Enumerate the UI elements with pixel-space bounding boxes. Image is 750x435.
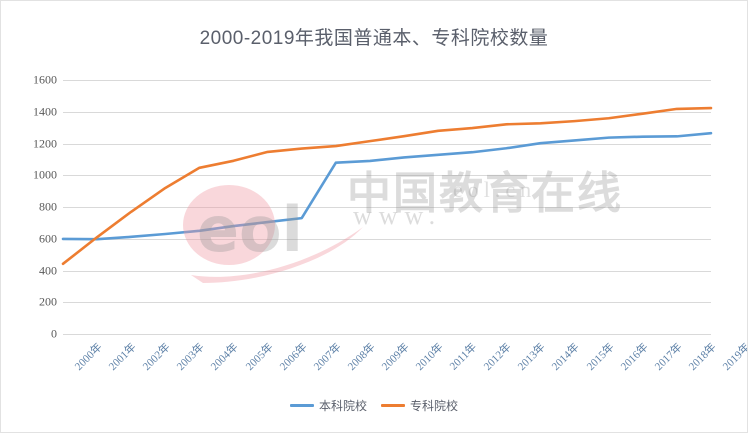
x-tick-label: 2000年 [72,341,105,373]
x-tick-label: 2006年 [277,341,310,373]
x-tick-label: 2011年 [447,341,480,373]
x-tick-label: 2002年 [140,341,173,373]
y-tick-label: 400 [39,263,57,277]
chart-legend: 本科院校 专科院校 [1,397,747,414]
x-tick-label: 2005年 [243,341,276,373]
y-tick-label: 600 [39,231,57,246]
x-tick-label: 2008年 [345,341,378,373]
x-tick-label: 2010年 [413,341,446,373]
legend-item[interactable]: 本科院校 [289,397,367,414]
x-axis: 2000年 2001年 2002年 2003年 2004年 2005年 2006年 2007年… [63,337,747,399]
gridline [63,80,711,81]
x-tick-label: 2017年 [652,341,685,373]
x-tick-label: 2012年 [482,341,514,373]
x-tick-label: 2018年 [686,341,719,373]
legend-swatch [289,404,314,407]
gridline [63,207,711,208]
legend-label: 本科院校 [318,399,367,413]
legend-label: 专科院校 [410,399,459,413]
y-tick-label: 1000 [33,167,57,182]
gridline [63,238,711,240]
x-tick-label: 2004年 [209,341,242,373]
gridline [63,175,711,177]
series-line [61,106,713,266]
y-tick-label: 0 [51,326,57,341]
x-tick-label: 2016年 [618,341,651,373]
gridline [63,334,711,335]
legend-swatch [381,404,405,407]
legend-item[interactable]: 专科院校 [381,397,458,414]
y-tick-label: 800 [39,199,57,214]
x-tick-label: 2019年 [720,341,748,373]
gridline [63,111,711,113]
series-line [61,131,713,241]
gridline [63,302,711,304]
y-tick-label: 1200 [33,136,57,150]
chart-title: 2000-2019年我国普通本、专科院校数量 [199,28,549,49]
series-svg [61,106,713,266]
y-tick-label: 1600 [33,72,57,87]
x-tick-label: 2007年 [311,341,344,373]
x-tick-label: 2009年 [379,341,412,373]
x-tick-label: 2003年 [175,341,207,373]
gridline [63,143,711,145]
y-axis: 0 200 400 600 800 1000 1200 1400 1600 [1,73,57,341]
y-tick-label: 1400 [33,104,57,119]
x-tick-label: 2013年 [516,341,548,373]
x-tick-label: 2001年 [106,341,139,373]
x-tick-label: 2014年 [550,341,583,373]
x-tick-label: 2015年 [584,341,617,373]
plot-area [61,80,713,335]
gridline [63,270,711,272]
y-tick-label: 200 [39,294,57,309]
